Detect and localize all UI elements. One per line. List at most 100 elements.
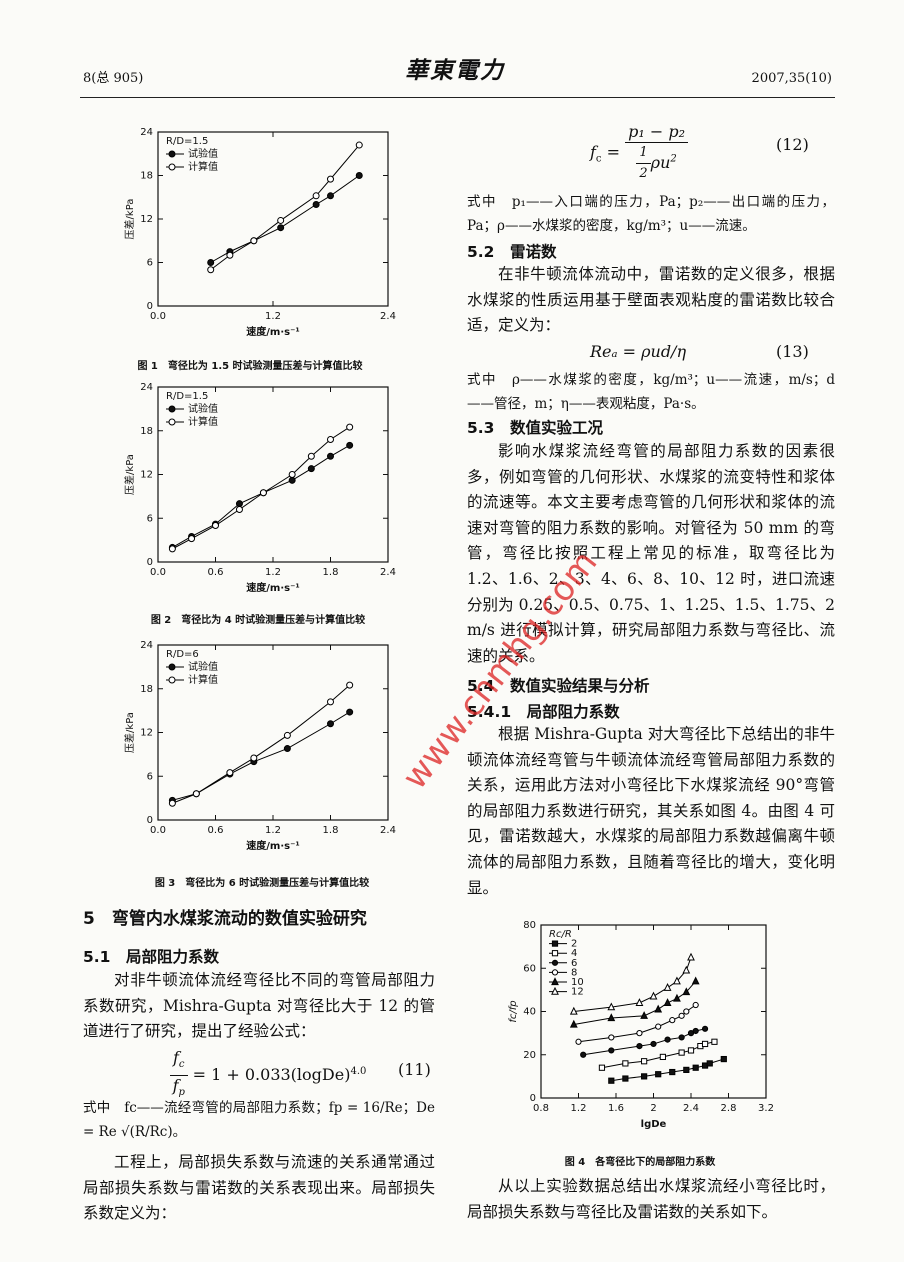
series-line — [172, 426, 350, 550]
legend-label: 试验值 — [188, 402, 218, 415]
series-line — [172, 684, 350, 804]
x-tick-label: 2.4 — [683, 1103, 699, 1114]
legend-label: 4 — [571, 948, 577, 959]
symbol: f — [590, 142, 596, 162]
annotation: R/D=1.5 — [166, 136, 208, 147]
marker — [654, 1004, 663, 1013]
marker — [355, 141, 363, 149]
marker — [687, 952, 695, 961]
marker — [678, 1034, 685, 1041]
marker — [277, 224, 285, 232]
marker — [682, 965, 691, 974]
y-tick-label: 24 — [140, 640, 153, 651]
legend-label: 计算值 — [188, 415, 218, 428]
subscript: c — [178, 1059, 185, 1071]
formula-note: 式中 fc——流经弯管的局部阻力系数；fp = 16/Re；De = Re √(… — [83, 1100, 435, 1140]
x-tick-label: 3.2 — [758, 1103, 774, 1114]
issue: 2007,35(10) — [751, 71, 832, 86]
subsection-heading: 5.3 数值实验工况 — [467, 419, 603, 437]
x-tick-label: 0.0 — [150, 825, 166, 836]
subsection-heading: 5.4.1 局部阻力系数 — [467, 703, 620, 721]
marker — [168, 545, 176, 553]
y-tick-label: 20 — [523, 1050, 536, 1061]
marker — [683, 1066, 690, 1073]
denominator: 2 — [639, 166, 648, 181]
marker — [655, 1023, 662, 1030]
marker — [641, 1073, 648, 1080]
marker — [168, 418, 176, 426]
marker — [692, 1064, 699, 1071]
marker — [551, 940, 559, 947]
marker — [288, 476, 296, 484]
legend-label: 2 — [571, 939, 577, 950]
y-tick-label: 60 — [523, 963, 536, 974]
fraction: p₁ − p₂ 1 2 ρu2 — [625, 122, 689, 184]
formula: Reₐ = ρud/η — [590, 342, 687, 361]
symbol: f — [172, 1076, 179, 1096]
y-tick-label: 12 — [140, 214, 153, 225]
x-tick-label: 2 — [650, 1103, 656, 1114]
y-tick-label: 80 — [523, 920, 536, 931]
y-tick-label: 0 — [530, 1093, 536, 1104]
marker — [641, 1058, 648, 1065]
marker — [673, 993, 681, 1002]
marker — [277, 216, 285, 224]
marker — [312, 192, 320, 200]
caption: 图 4 各弯径比下的局部阻力系数 — [565, 1155, 716, 1168]
equation-number: (11) — [398, 1060, 431, 1079]
marker — [678, 1049, 685, 1056]
subsection-heading: 5.1 局部阻力系数 — [83, 948, 219, 966]
x-tick-label: 1.6 — [608, 1103, 624, 1114]
marker — [598, 1064, 606, 1071]
y-tick-label: 24 — [140, 127, 153, 138]
legend-label: 10 — [571, 977, 584, 988]
fraction: fc fp — [170, 1048, 188, 1103]
marker — [346, 708, 354, 716]
marker — [636, 1043, 643, 1050]
marker — [692, 1001, 699, 1009]
paragraph: 从以上实验数据总结出水煤浆流经小弯径比时，局部损失系数与弯径比及雷诺数的关系如下… — [467, 1177, 835, 1221]
y-axis-label: 压差/kPa — [123, 712, 136, 753]
marker — [327, 175, 334, 183]
marker — [664, 1036, 671, 1043]
paragraph: 根据 Mishra-Gupta 对大弯径比下总结出的非牛顿流体流经弯管与牛顿流体… — [467, 725, 835, 897]
x-tick-label: 1.2 — [265, 311, 281, 322]
caption: 图 1 弯径比为 1.5 时试验测量压差与计算值比较 — [137, 359, 362, 372]
paragraph: 工程上，局部损失系数与流速的关系通常通过局部损失系数与雷诺数的关系表现出来。局部… — [83, 1153, 435, 1223]
series-line — [210, 175, 360, 263]
series-line — [172, 444, 350, 548]
x-tick-label: 2.4 — [380, 825, 396, 836]
marker — [168, 405, 176, 413]
marker — [551, 950, 559, 957]
y-tick-label: 18 — [140, 426, 153, 437]
x-tick-label: 0.6 — [208, 567, 224, 578]
x-axis-label: lgDe — [641, 1119, 667, 1130]
x-axis-label: 速度/m·s⁻¹ — [246, 325, 299, 338]
marker — [283, 731, 291, 739]
x-tick-label: 0.6 — [208, 825, 224, 836]
marker — [212, 522, 219, 530]
series-line — [172, 711, 350, 801]
formula-note: 式中 ρ——水煤浆的密度，kg/m³；u——流速，m/s；d——管径，m；η——… — [467, 372, 835, 412]
marker — [683, 1008, 690, 1015]
legend-label: 计算值 — [188, 673, 218, 686]
marker — [346, 681, 354, 689]
formula-note: 式中 p₁——入口端的压力，Pa；p₂——出口端的压力，Pa；ρ——水煤浆的密度… — [467, 194, 835, 234]
marker — [569, 1019, 578, 1028]
marker — [192, 790, 200, 798]
marker — [636, 1030, 643, 1037]
x-tick-label: 1.2 — [265, 567, 281, 578]
marker — [207, 259, 215, 266]
series-line — [583, 1028, 706, 1056]
paragraph: 在非牛顿流体流动中，雷诺数的定义很多，根据水煤浆的性质运用基于壁面表观粘度的雷诺… — [467, 265, 835, 335]
marker — [663, 998, 672, 1006]
marker — [226, 251, 234, 259]
marker — [551, 986, 559, 995]
subsection-heading: 5.2 雷诺数 — [467, 243, 557, 261]
formula: fc fp = 1 + 0.033(logDe)4.0 — [170, 1048, 366, 1103]
marker — [701, 1040, 709, 1048]
marker — [551, 969, 559, 976]
marker — [682, 987, 691, 996]
